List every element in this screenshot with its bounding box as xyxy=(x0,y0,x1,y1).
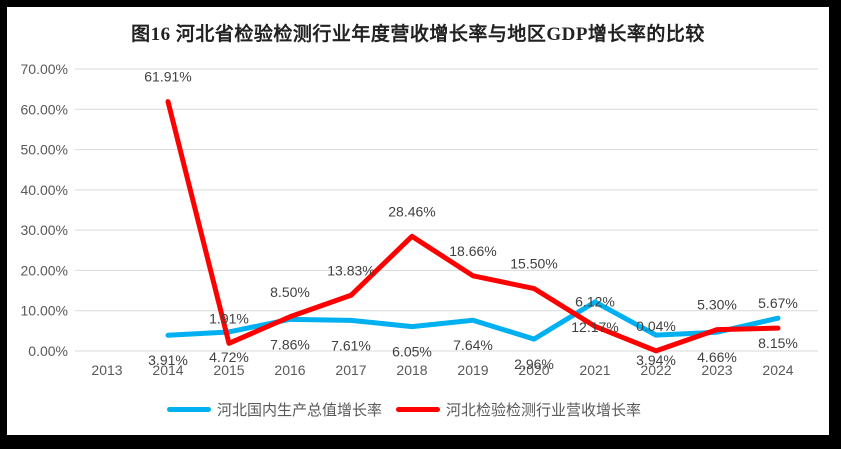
x-axis-tick-label: 2019 xyxy=(457,362,488,378)
legend-label-gdp: 河北国内生产总值增长率 xyxy=(216,402,382,419)
x-axis-tick-label: 2017 xyxy=(335,362,366,378)
legend-label-revenue: 河北检验检测行业营收增长率 xyxy=(446,402,642,419)
x-axis-tick-label: 2022 xyxy=(640,362,671,378)
data-label: 4.72% xyxy=(209,349,249,365)
data-label: 61.91% xyxy=(144,69,191,85)
y-axis-tick-label: 10.00% xyxy=(21,303,68,319)
data-label: 8.15% xyxy=(758,335,798,351)
x-axis-tick-label: 2020 xyxy=(518,362,549,378)
x-axis-tick-label: 2023 xyxy=(701,362,732,378)
y-axis-tick-label: 40.00% xyxy=(21,182,68,198)
legend-line-red-icon xyxy=(396,407,440,412)
x-axis-tick-label: 2013 xyxy=(91,362,122,378)
data-label: 15.50% xyxy=(510,256,557,272)
x-axis-tick-label: 2021 xyxy=(579,362,610,378)
y-axis-tick-label: 30.00% xyxy=(21,222,68,238)
data-label: 8.50% xyxy=(270,284,310,300)
chart-area: 图16 河北省检验检测行业年度营收增长率与地区GDP增长率的比较 0.00% 10… xyxy=(7,7,829,435)
line-chart-plot: 0.00% 10.00% 20.00% 30.00% 40.00% 50.00% 60.00… xyxy=(21,61,818,378)
data-label: 0.04% xyxy=(636,318,676,334)
chart-title: 图16 河北省检验检测行业年度营收增长率与地区GDP增长率的比较 xyxy=(131,24,705,45)
chart-legend: 河北国内生产总值增长率 河北检验检测行业营收增长率 xyxy=(0,399,815,420)
x-axis-tick-label: 2024 xyxy=(762,362,793,378)
data-label: 18.66% xyxy=(449,243,496,259)
data-label: 6.12% xyxy=(575,293,615,309)
data-label: 2.96% xyxy=(514,356,554,372)
data-label: 3.91% xyxy=(148,352,188,368)
data-label: 6.05% xyxy=(392,344,432,360)
y-axis-tick-label: 0.00% xyxy=(28,343,68,359)
data-label: 13.83% xyxy=(327,262,374,278)
x-axis-tick-label: 2014 xyxy=(152,362,183,378)
data-label: 7.64% xyxy=(453,337,493,353)
data-label: 1.91% xyxy=(209,310,249,326)
x-axis-tick-label: 2018 xyxy=(396,362,427,378)
data-label: 7.86% xyxy=(270,336,310,352)
data-label: 7.61% xyxy=(331,337,371,353)
data-label: 28.46% xyxy=(388,203,435,219)
data-label: 3.94% xyxy=(636,352,676,368)
data-label: 12.17% xyxy=(571,319,618,335)
legend-item-revenue: 河北检验检测行业营收增长率 xyxy=(396,399,641,420)
y-axis-tick-label: 20.00% xyxy=(21,262,68,278)
data-label: 5.30% xyxy=(697,297,737,313)
y-axis-tick-label: 50.00% xyxy=(21,142,68,158)
x-axis-tick-label: 2016 xyxy=(274,362,305,378)
series-line-0 xyxy=(165,299,781,342)
series-line-1 xyxy=(165,99,781,354)
y-axis-tick-label: 60.00% xyxy=(21,101,68,117)
y-axis-tick-label: 70.00% xyxy=(21,61,68,77)
data-label: 5.67% xyxy=(758,295,798,311)
x-axis-tick-label: 2015 xyxy=(213,362,244,378)
data-label: 4.66% xyxy=(697,349,737,365)
legend-item-gdp: 河北国内生产总值增长率 xyxy=(166,399,382,420)
legend-line-blue-icon xyxy=(166,407,211,412)
